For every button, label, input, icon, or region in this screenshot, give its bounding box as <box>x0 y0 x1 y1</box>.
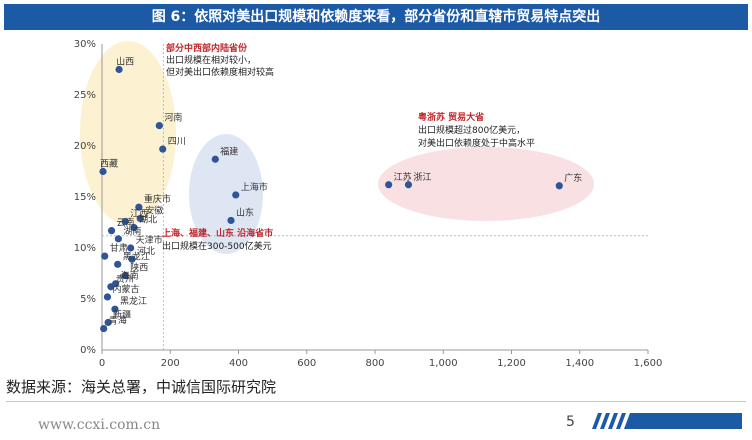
annotation-inland-line1: 出口规模在相对较小， <box>166 54 256 66</box>
annotation-big-heading: 粤浙苏 贸易大省 <box>418 111 484 123</box>
data-point <box>101 252 109 260</box>
data-point-label: 海南 <box>121 270 139 282</box>
annotation-coastal-heading: 上海、福建、山东 沿海省市 <box>162 227 273 239</box>
data-point <box>103 293 112 301</box>
y-tick-label: 15% <box>74 192 96 203</box>
data-point-label: 云南 <box>117 217 135 229</box>
data-point <box>111 305 119 313</box>
page-number: 5 <box>566 414 575 430</box>
data-point-label: 湖南 <box>123 225 141 237</box>
data-point <box>115 65 123 74</box>
data-point-label: 重庆市 <box>144 193 171 205</box>
data-point <box>114 260 122 268</box>
x-tick-label: 200 <box>161 358 180 369</box>
data-point <box>104 318 112 327</box>
x-tick-label: 800 <box>365 358 384 369</box>
data-point <box>121 271 129 280</box>
svg-text:上海、福建、山东 沿海省市 出口规模在300-500: 上海、福建、山东 沿海省市 出口规模在300-500亿美元 <box>162 227 276 252</box>
annotation-inland-heading: 部分中西部内陆省份 <box>166 42 248 54</box>
x-tick-label: 1,600 <box>634 358 663 369</box>
data-point <box>114 235 122 243</box>
y-tick-label: 20% <box>74 141 96 152</box>
data-point-label: 贵州 <box>116 273 134 285</box>
y-tick-label: 5% <box>80 294 96 305</box>
data-point <box>155 122 163 130</box>
annotation-coastal-line1: 出口规模在300-500亿美元 <box>162 240 272 252</box>
data-point-label: 甘肃 <box>110 242 128 254</box>
svg-text:部分中西部内陆省份 出口规模在相对较小， 但: 部分中西部内陆省份 出口规模在相对较小， 但对美出口依赖度相对较高 <box>166 42 274 78</box>
data-point <box>555 182 563 190</box>
group-ellipse-inland <box>80 41 176 225</box>
data-point <box>404 181 413 189</box>
data-point-label: 湖北 <box>139 215 157 226</box>
data-point-label: 西藏 <box>100 158 118 170</box>
x-tick-label: 0 <box>99 358 105 369</box>
data-point <box>107 283 115 291</box>
data-point-label: 浙江 <box>413 171 431 183</box>
data-point-label: 上海市 <box>241 181 268 193</box>
data-point <box>100 324 108 333</box>
x-tick-label: 1,200 <box>497 358 526 369</box>
group-ellipse-coastal <box>189 134 263 254</box>
y-tick-label: 25% <box>74 90 96 101</box>
data-point-label: 黑龙江 <box>123 250 150 262</box>
data-point <box>107 227 116 235</box>
data-point <box>232 191 240 199</box>
data-point-label: 河北 <box>137 245 155 257</box>
x-tick-label: 1,400 <box>565 358 594 369</box>
data-point-label: 陕西 <box>130 262 148 274</box>
data-point <box>211 155 219 163</box>
footer-stripes-decoration <box>592 413 742 429</box>
data-point-label: 四川 <box>168 137 186 147</box>
y-tick-label: 0% <box>80 345 96 356</box>
annotation-big-line1: 出口规模超过800亿美元， <box>418 124 525 136</box>
data-point-label: 内蒙古 <box>112 283 139 295</box>
data-point <box>99 167 107 176</box>
x-tick-label: 600 <box>297 358 316 369</box>
data-point-label: 福建 <box>220 145 238 157</box>
data-point-label: 山东 <box>236 206 254 218</box>
group-ellipse-big <box>378 147 594 221</box>
data-point <box>130 224 138 232</box>
annotation-inland-line2: 但对美出口依赖度相对较高 <box>166 66 274 78</box>
data-point <box>128 255 136 263</box>
data-point <box>385 181 393 189</box>
data-point <box>136 214 144 223</box>
svg-text:粤浙苏 贸易大省 出口规模超过800亿美元，: 粤浙苏 贸易大省 出口规模超过800亿美元， 对美出口依赖度处于中高水平 <box>418 111 535 149</box>
site-url: www.ccxi.com.cn <box>38 417 161 433</box>
y-tick-label: 30% <box>74 39 96 50</box>
data-point-label: 安徽 <box>145 204 163 216</box>
data-point <box>135 203 143 211</box>
scatter-chart: 0% 5% 10% 15% 20% 25% 30% 0 200 400 600 800 1,000 1,… <box>74 39 663 369</box>
data-point-label: 江西 <box>130 208 148 219</box>
y-tick-label: 10% <box>74 243 96 254</box>
data-point-label: 江苏 <box>394 171 412 183</box>
data-point-label: 河南 <box>164 112 182 124</box>
data-point <box>121 217 129 226</box>
annotation-big-line2: 对美出口依赖度处于中高水平 <box>418 137 535 149</box>
data-point-label: 新疆 <box>113 308 131 320</box>
x-tick-label: 400 <box>229 358 248 369</box>
x-tick-label: 1,000 <box>429 358 458 369</box>
data-point-label: 天津市 <box>136 234 163 246</box>
data-point-label: 黑龙江 <box>120 295 147 307</box>
data-point-label: 青海 <box>109 315 127 327</box>
data-point <box>127 244 135 252</box>
chart-title: 图 6：依照对美出口规模和依赖度来看，部分省份和直辖市贸易特点突出 <box>4 4 748 30</box>
data-point <box>159 145 167 153</box>
source-note: 数据来源：海关总署，中诚信国际研究院 <box>6 376 746 402</box>
data-point <box>227 216 235 225</box>
data-point-label: 广东 <box>564 172 582 184</box>
data-point-label: 山西 <box>116 57 134 68</box>
